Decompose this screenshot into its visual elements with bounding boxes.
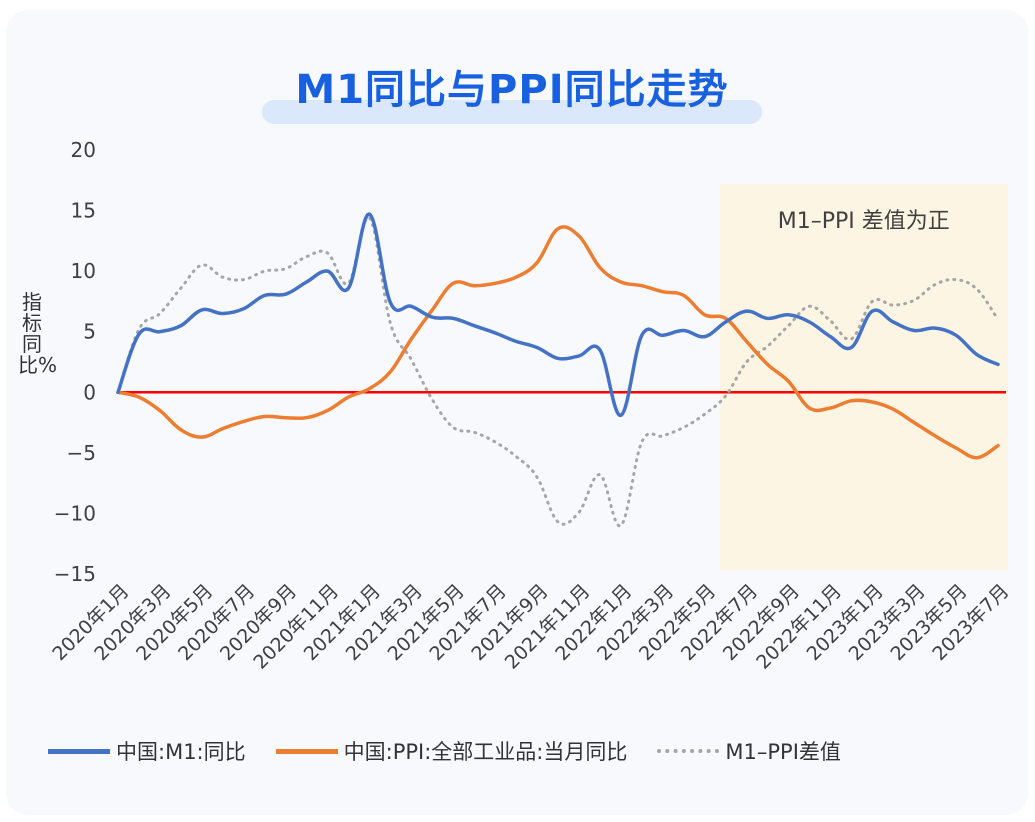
legend-label-m1: 中国:M1:同比 [116,740,246,764]
y-tick-label: 0 [83,380,96,404]
legend-label-diff: M1–PPI差值 [725,740,841,764]
legend-swatch-ppi [275,748,338,754]
chart-legend: 中国:M1:同比 中国:PPI:全部工业品:当月同比 M1–PPI差值 [48,733,871,769]
series-line-m1-ppi-diff [116,216,1000,528]
y-tick-label: −10 [54,501,96,525]
y-tick-label: −5 [67,441,96,465]
legend-swatch-diff [657,749,720,753]
legend-label-ppi: 中国:PPI:全部工业品:当月同比 [343,740,628,764]
series-line-m1 [116,212,1000,418]
y-tick-label: −15 [54,562,96,586]
legend-item-ppi: 中国:PPI:全部工业品:当月同比 [275,736,628,766]
legend-item-diff: M1–PPI差值 [657,736,841,766]
positive-spread-region [719,184,1008,570]
legend-item-m1: 中国:M1:同比 [48,736,246,766]
chart-title: M1同比与PPI同比走势 [295,67,729,113]
series-line-ppi [116,225,1000,460]
y-tick-label: 20 [71,138,96,162]
legend-swatch-m1 [48,748,110,754]
chart-title-block: M1同比与PPI同比走势 [262,58,762,128]
title-highlight [262,100,762,124]
positive-spread-label: M1–PPI 差值为正 [778,209,950,234]
y-tick-label: 5 [83,320,96,344]
y-tick-label: 15 [71,199,96,223]
y-tick-label: 10 [71,259,96,283]
